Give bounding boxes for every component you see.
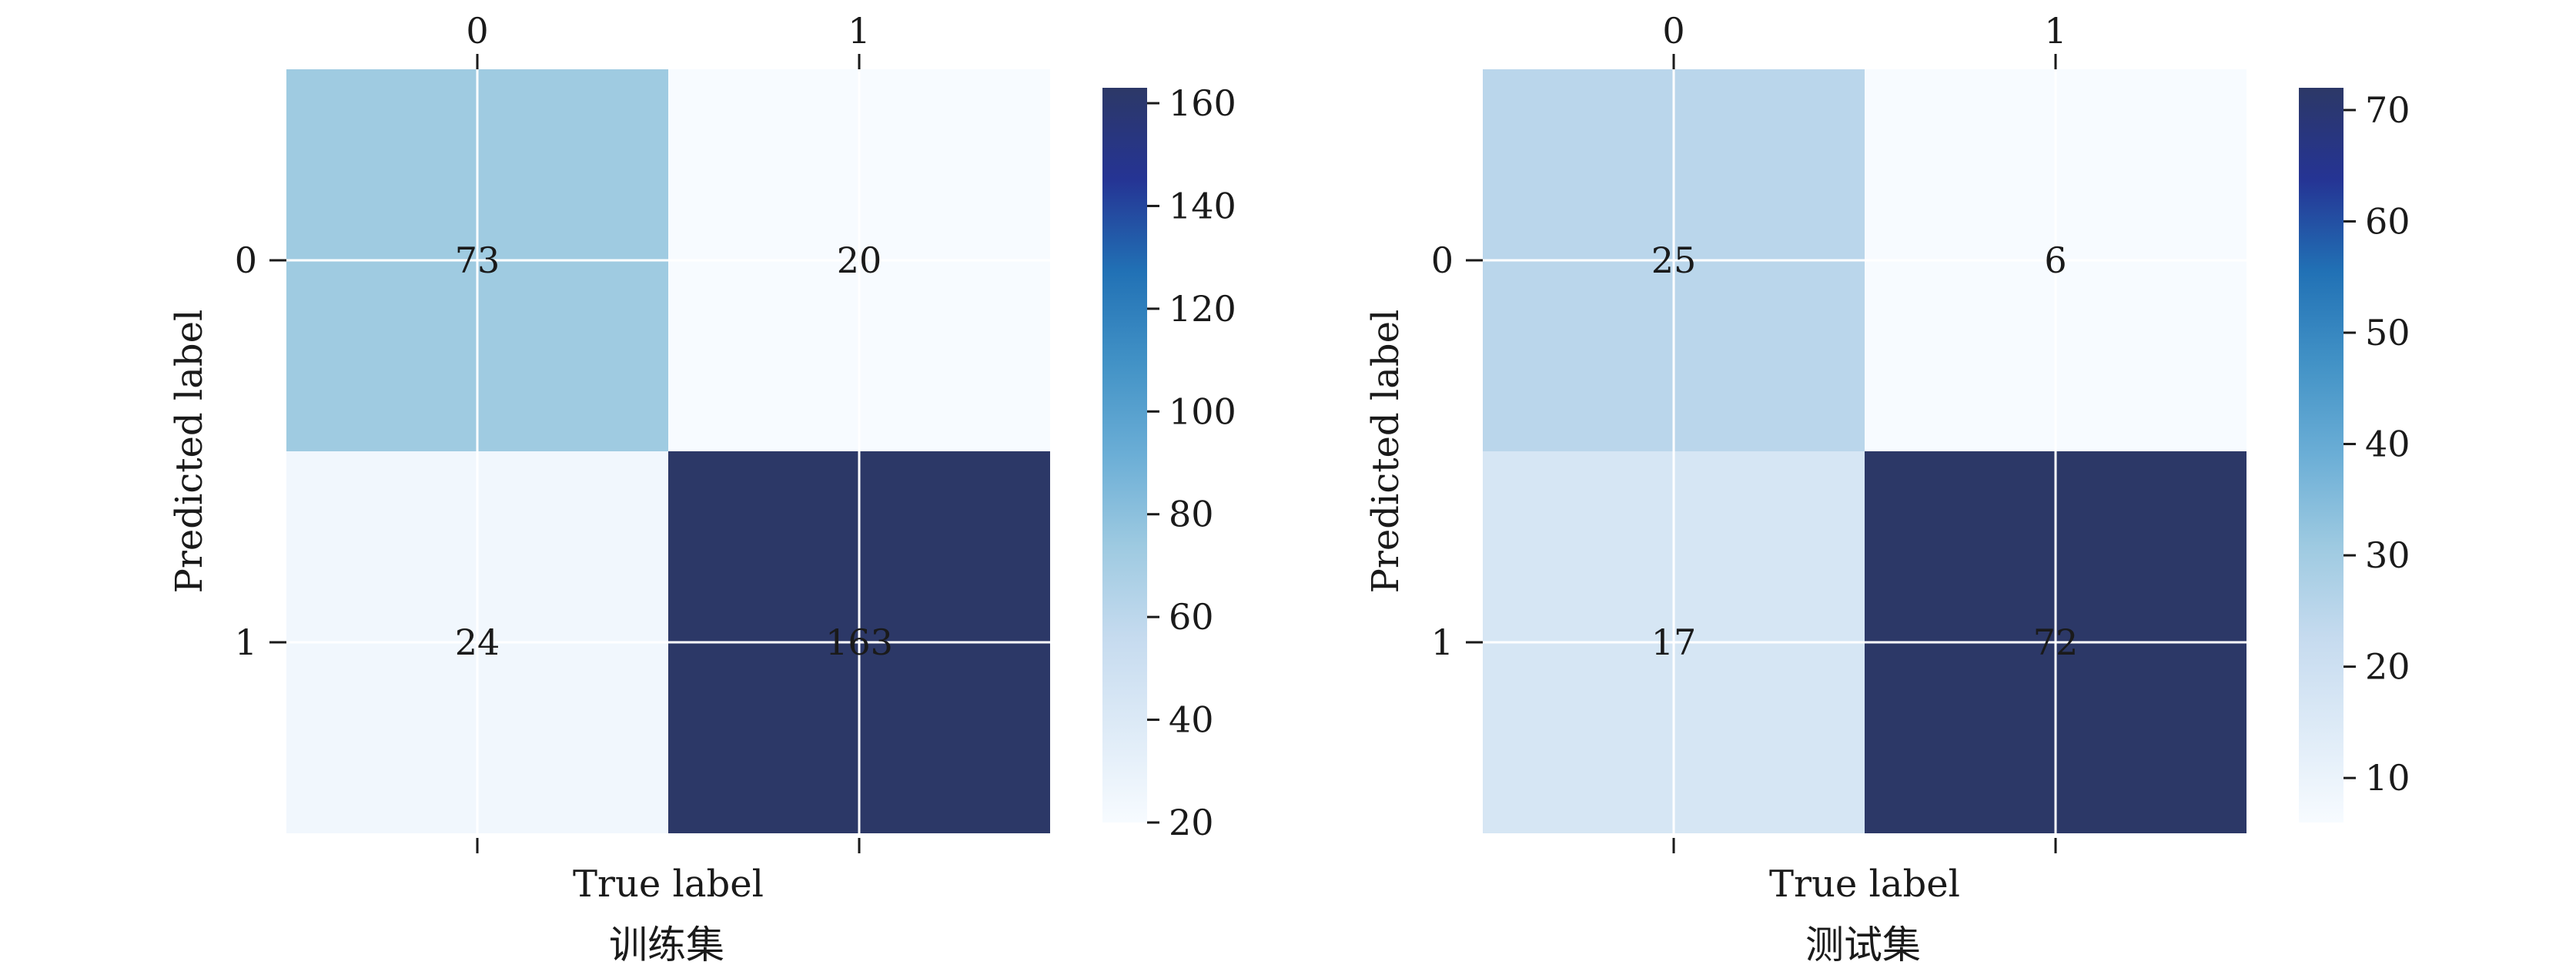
colorbar-tick-label: 140 [1169, 185, 1236, 226]
colorbar-tick-label: 160 [1169, 82, 1236, 124]
colorbar-tick-label: 10 [2365, 757, 2410, 799]
y-axis-label: Predicted label [168, 310, 211, 594]
colorbar-tick-label: 80 [1169, 494, 1214, 535]
x-tick-label: 1 [2044, 10, 2066, 52]
y-tick-label: 1 [1431, 622, 1454, 663]
x-axis-label: True label [1769, 863, 1960, 906]
y-tick-label: 0 [235, 240, 257, 281]
colorbar-tick-label: 60 [2365, 200, 2410, 242]
train-confusion-panel: 73 20 24 163 0 1 0 1 True label Predicted label 训练… [168, 10, 1236, 967]
colorbar-tick-label: 20 [2365, 646, 2410, 688]
y-tick-label: 1 [235, 622, 257, 663]
colorbar-tick-label: 50 [2365, 312, 2410, 353]
colorbar-tick-label: 100 [1169, 390, 1236, 432]
colorbar-tick-label: 70 [2365, 89, 2410, 131]
panel-title: 测试集 [1805, 923, 1921, 967]
colorbar-tick-label: 30 [2365, 534, 2410, 576]
colorbar-tick-label: 40 [2365, 424, 2410, 465]
colorbar-tick-label: 120 [1169, 288, 1236, 330]
cell-value-label: 17 [1651, 622, 1697, 663]
x-tick-label: 0 [1662, 10, 1684, 52]
colorbar [1102, 88, 1147, 823]
cell-value-label: 24 [455, 622, 500, 663]
x-tick-label: 0 [466, 10, 488, 52]
panel-title: 训练集 [609, 923, 724, 967]
y-axis-label: Predicted label [1364, 310, 1407, 594]
cell-value-label: 163 [825, 622, 893, 663]
colorbar-tick-label: 60 [1169, 596, 1214, 638]
y-tick-label: 0 [1431, 240, 1454, 281]
x-axis-label: True label [573, 863, 764, 906]
cell-value-label: 20 [837, 240, 882, 281]
colorbar [2299, 88, 2343, 823]
cell-value-label: 6 [2044, 240, 2066, 281]
colorbar-tick-label: 20 [1169, 802, 1214, 843]
cell-value-label: 73 [455, 240, 500, 281]
cell-value-label: 25 [1651, 240, 1697, 281]
x-tick-label: 1 [848, 10, 870, 52]
cell-value-label: 72 [2033, 622, 2079, 663]
colorbar-tick-label: 40 [1169, 699, 1214, 741]
